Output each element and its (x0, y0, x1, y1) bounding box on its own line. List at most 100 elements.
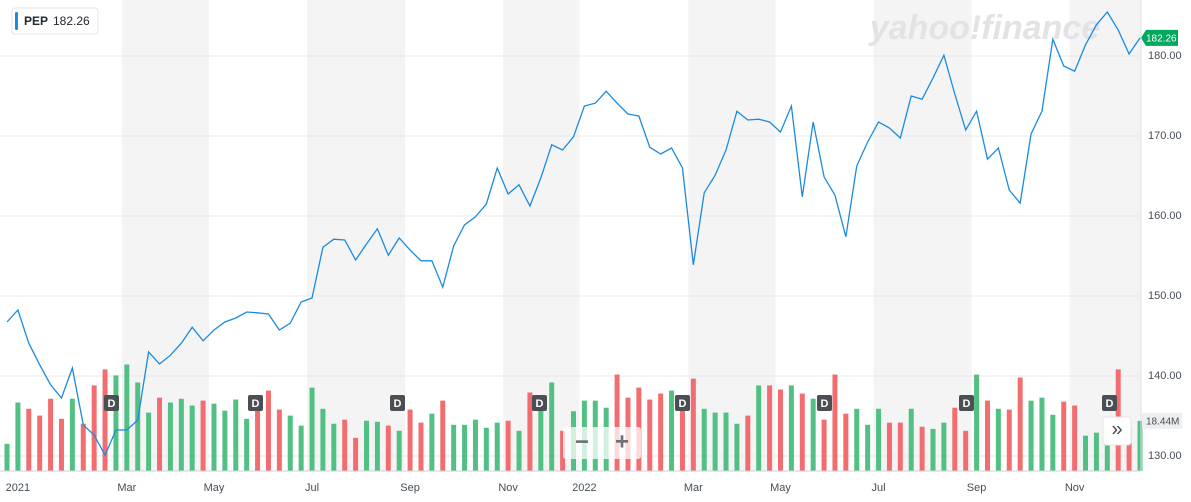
volume-bar (407, 409, 413, 471)
volume-bar (178, 398, 184, 471)
volume-bar (69, 398, 75, 471)
volume-bar (777, 389, 783, 471)
volume-bar (396, 430, 402, 471)
month-band (688, 0, 776, 471)
volume-bar (15, 402, 21, 471)
volume-bar (244, 418, 250, 471)
volume-bar (876, 408, 882, 471)
volume-bar (1093, 432, 1099, 471)
volume-bar (919, 426, 925, 471)
zoom-out-button[interactable]: − (575, 428, 589, 455)
volume-bar (560, 430, 566, 471)
dividend-label: D (252, 398, 260, 410)
volume-bar (712, 412, 718, 471)
volume-bar (1072, 405, 1078, 471)
volume-bar (451, 424, 457, 471)
volume-bar (723, 412, 729, 471)
volume-bar (799, 393, 805, 471)
volume-bar (4, 443, 10, 471)
volume-bar (353, 437, 359, 471)
volume-bar (200, 400, 206, 471)
expand-panel (1102, 416, 1132, 446)
volume-bar (614, 374, 620, 471)
volume-bar (854, 408, 860, 471)
price-tag-label: 182.26 (1146, 34, 1177, 45)
volume-bar (494, 422, 500, 471)
volume-bar (974, 374, 980, 471)
x-tick-label: 2022 (572, 482, 596, 494)
volume-bar (1017, 377, 1023, 471)
month-band (307, 0, 406, 471)
dividend-marker[interactable] (675, 395, 690, 411)
price-tag (1141, 29, 1178, 46)
symbol-name: PEP (24, 14, 48, 28)
y-tick-label: 170.00 (1148, 130, 1182, 142)
dividend-marker[interactable] (104, 395, 119, 411)
dividend-marker[interactable] (248, 395, 263, 411)
volume-bar (37, 415, 43, 471)
zoom-panel (563, 427, 641, 459)
x-tick-label: May (770, 482, 791, 494)
volume-bar (690, 378, 696, 471)
volume-bar (788, 385, 794, 471)
volume-bar (527, 392, 533, 471)
volume-bar (843, 413, 849, 471)
volume-bar (1039, 397, 1045, 471)
volume-bar (505, 420, 511, 471)
symbol-badge (11, 7, 99, 35)
dividend-marker[interactable] (1102, 395, 1117, 411)
volume-bar (767, 385, 773, 471)
dividend-label: D (394, 398, 402, 410)
volume-bar (418, 422, 424, 471)
volume-bar (255, 406, 261, 471)
volume-bar (364, 420, 370, 471)
y-tick-label: 130.00 (1148, 450, 1182, 462)
volume-bar (995, 408, 1001, 471)
volume-bar (669, 390, 675, 471)
volume-bar (1028, 400, 1034, 471)
symbol-badge-accent (15, 12, 18, 30)
volume-bar (167, 402, 173, 471)
volume-bar (647, 399, 653, 471)
dividend-label: D (679, 398, 687, 410)
x-tick-label: Nov (498, 482, 518, 494)
expand-button[interactable]: » (1111, 418, 1122, 440)
dividend-marker[interactable] (959, 395, 974, 411)
volume-bar (331, 423, 337, 471)
volume-bar (745, 415, 751, 471)
volume-bar (865, 424, 871, 471)
y-tick-label: 180.00 (1148, 50, 1182, 62)
x-tick-label: Jul (305, 482, 319, 494)
month-band (503, 0, 580, 471)
volume-bar (1137, 420, 1143, 471)
volume-bar (80, 423, 86, 471)
volume-bar (309, 387, 315, 471)
volume-bar (472, 419, 478, 471)
volume-bar (908, 408, 914, 471)
volume-bar (701, 408, 707, 471)
volume-bar (734, 423, 740, 471)
volume-bar (941, 422, 947, 471)
volume-bar (113, 375, 119, 471)
dividend-marker[interactable] (390, 395, 405, 411)
volume-bar (91, 385, 97, 471)
x-tick-label: Mar (117, 482, 136, 494)
volume-bar (211, 403, 217, 471)
volume-bar (298, 425, 304, 471)
volume-bar (320, 408, 326, 471)
dividend-marker[interactable] (817, 395, 832, 411)
volume-bar (440, 400, 446, 471)
x-tick-label: May (204, 482, 225, 494)
volume-bar (265, 390, 271, 471)
dividend-marker[interactable] (532, 395, 547, 411)
x-tick-label: 2021 (6, 482, 30, 494)
volume-bar (429, 413, 435, 471)
x-tick-label: Jul (872, 482, 886, 494)
volume-bar (462, 424, 468, 471)
volume-bar (886, 422, 892, 471)
x-tick-label: Sep (967, 482, 987, 494)
volume-bar (233, 399, 239, 471)
zoom-in-button[interactable]: + (615, 428, 629, 455)
volume-bar (342, 419, 348, 471)
